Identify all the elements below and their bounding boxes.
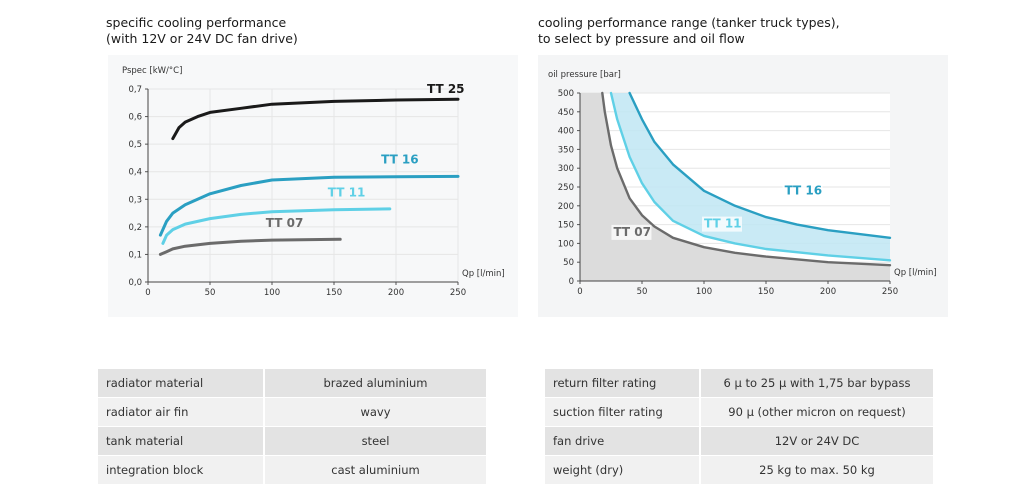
below-tt07-area (580, 93, 890, 281)
x-tick-label: 250 (882, 287, 898, 297)
right-heading-line1: cooling performance range (tanker truck … (538, 15, 840, 30)
y-tick-label: 0,5 (128, 140, 142, 150)
y-tick-label: 0,0 (128, 278, 142, 288)
table-row: return filter rating 6 µ to 25 µ with 1,7… (545, 369, 933, 398)
y-tick-label: 50 (563, 258, 574, 268)
x-tick-label: 0 (145, 288, 150, 298)
y-tick-label: 0 (569, 277, 574, 287)
curve-label-bg (702, 216, 742, 232)
x-tick-label: 150 (758, 287, 774, 297)
series-line-tt16 (158, 174, 460, 237)
left-heading-line2: (with 12V or 24V DC fan drive) (106, 31, 298, 46)
curve-label: TT 16 (381, 152, 419, 166)
x-axis-title: Qp [l/min] (462, 269, 505, 279)
specific-cooling-chart-svg: 0,0 0,1 0,2 0,3 0,4 0,5 0,6 0,7 0 50 100 150 200 250 T… (108, 55, 518, 317)
y-tick-label: 0,2 (128, 223, 142, 233)
curve-label: TT 25 (427, 82, 465, 96)
specific-cooling-chart: 0,0 0,1 0,2 0,3 0,4 0,5 0,6 0,7 0 50 100 150 200 250 T… (108, 55, 518, 317)
right-chart-heading: cooling performance range (tanker truck … (538, 15, 840, 47)
spec-value: brazed aluminium (264, 369, 486, 398)
series-line-tt07 (601, 91, 892, 267)
left-chart-heading: specific cooling performance (with 12V o… (106, 15, 298, 47)
curve-label: TT 16 (785, 184, 823, 198)
curve-label: TT 07 (613, 225, 651, 239)
plot-area (148, 89, 458, 282)
y-tick-label: 300 (558, 164, 574, 174)
spec-value: cast aluminium (264, 455, 486, 485)
pressure-flow-chart-svg: 0 50 100 150 200 250 300 350 400 450 500 0 50 100 150 2… (538, 55, 948, 317)
x-tick-label: 50 (637, 287, 648, 297)
y-tick-label: 0,6 (128, 113, 142, 123)
y-tick-label: 150 (558, 221, 574, 231)
spec-value: 6 µ to 25 µ with 1,75 bar bypass (700, 369, 933, 398)
curve-label: TT 11 (704, 217, 742, 231)
curve-label-bg (611, 224, 652, 240)
y-tick-label: 0,1 (128, 250, 142, 260)
spec-label: tank material (98, 426, 265, 456)
y-tick-label: 250 (558, 183, 574, 193)
table-row: radiator air fin wavy (98, 397, 486, 427)
x-tick-label: 150 (326, 288, 342, 298)
spec-label: integration block (98, 455, 265, 485)
spec-value: wavy (264, 397, 486, 427)
series-line-tt11 (161, 207, 392, 245)
x-tick-label: 0 (577, 287, 582, 297)
table-row: tank material steel (98, 426, 486, 456)
x-tick-label: 50 (205, 288, 216, 298)
series-line-tt16 (628, 91, 892, 239)
y-tick-label: 0,3 (128, 195, 142, 205)
tt11-tt16-range-area (611, 93, 890, 261)
right-heading-line2: to select by pressure and oil flow (538, 31, 745, 46)
spec-label: suction filter rating (545, 397, 701, 427)
spec-label: return filter rating (545, 369, 701, 398)
y-tick-label: 0,4 (128, 168, 142, 178)
curve-label: TT 11 (328, 186, 366, 200)
table-row: integration block cast aluminium (98, 455, 486, 485)
spec-table-left: radiator material brazed aluminium radiat… (98, 369, 486, 485)
table-row: radiator material brazed aluminium (98, 369, 486, 398)
y-tick-label: 350 (558, 145, 574, 155)
y-axis-title: Pspec [kW/°C] (122, 66, 182, 76)
spec-table-right: return filter rating 6 µ to 25 µ with 1,7… (545, 369, 933, 485)
pressure-flow-chart: 0 50 100 150 200 250 300 350 400 450 500 0 50 100 150 2… (538, 55, 948, 317)
x-tick-label: 100 (264, 288, 280, 298)
left-heading-line1: specific cooling performance (106, 15, 287, 30)
y-tick-label: 500 (558, 89, 574, 99)
curve-label: TT 07 (266, 216, 304, 230)
x-tick-label: 200 (820, 287, 836, 297)
x-tick-label: 100 (696, 287, 712, 297)
spec-label: radiator air fin (98, 397, 265, 427)
y-tick-label: 400 (558, 127, 574, 137)
spec-label: radiator material (98, 369, 265, 398)
series-line-tt07 (158, 237, 342, 256)
y-axis-title: oil pressure [bar] (548, 70, 621, 80)
table-row: suction filter rating 90 µ (other micron … (545, 397, 933, 427)
spec-value: 12V or 24V DC (700, 426, 933, 456)
x-tick-label: 250 (450, 288, 466, 298)
y-tick-label: 0,7 (128, 85, 142, 95)
spec-label: weight (dry) (545, 455, 701, 485)
series-line-tt25 (171, 97, 460, 141)
y-tick-label: 450 (558, 108, 574, 118)
x-tick-label: 200 (388, 288, 404, 298)
curve-label-bg (782, 183, 823, 199)
spec-value: 25 kg to max. 50 kg (700, 455, 933, 485)
x-axis-title: Qp [l/min] (894, 268, 937, 278)
spec-value: 90 µ (other micron on request) (700, 397, 933, 427)
spec-label: fan drive (545, 426, 701, 456)
spec-value: steel (264, 426, 486, 456)
y-tick-label: 100 (558, 239, 574, 249)
table-row: fan drive 12V or 24V DC (545, 426, 933, 456)
y-tick-label: 200 (558, 202, 574, 212)
table-row: weight (dry) 25 kg to max. 50 kg (545, 455, 933, 485)
series-line-tt11 (609, 91, 892, 262)
